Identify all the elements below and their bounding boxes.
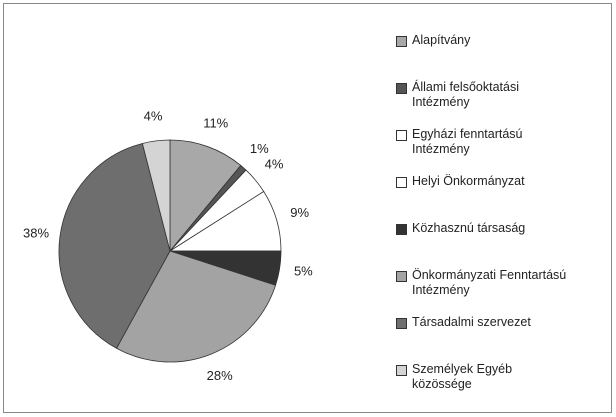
legend-item: Személyek Egyéb közössége — [396, 362, 614, 409]
legend-swatch — [396, 130, 407, 141]
legend-swatch — [396, 224, 407, 235]
legend-item: Önkormányzati Fenntartású Intézmény — [396, 268, 614, 315]
pie-slice — [169, 139, 242, 253]
data-label: 11% — [203, 115, 228, 130]
legend-label: Alapítvány — [412, 33, 471, 47]
data-label: 4% — [144, 109, 163, 124]
legend-swatch — [396, 271, 407, 282]
legend-swatch — [396, 177, 407, 188]
legend-label: Közhasznú társaság — [412, 221, 526, 235]
legend-swatch — [396, 318, 407, 329]
frame — [3, 3, 612, 413]
legend-label: Személyek Egyéb közössége — [412, 362, 513, 391]
legend-label: Helyi Önkormányzat — [412, 174, 525, 188]
legend-label: Egyházi fenntartású Intézmény — [412, 127, 523, 156]
pie-slice — [141, 139, 171, 252]
data-label: 38% — [23, 226, 49, 241]
legend-item: Állami felsőoktatási Intézmény — [396, 80, 614, 127]
legend-swatch — [396, 36, 407, 47]
legend-swatch — [396, 365, 407, 376]
legend-item: Egyházi fenntartású Intézmény — [396, 127, 614, 174]
pie-slice — [58, 142, 171, 349]
legend-item: Társadalmi szervezet — [396, 315, 614, 362]
data-label: 1% — [250, 141, 269, 156]
data-label: 28% — [207, 368, 233, 383]
pie-slice — [115, 250, 277, 363]
legend-item: Helyi Önkormányzat — [396, 174, 614, 221]
data-label: 9% — [290, 205, 309, 220]
data-label: 4% — [265, 156, 284, 171]
legend-item: Közhasznú társaság — [396, 221, 614, 268]
legend-item: Alapítvány — [396, 33, 614, 80]
data-label: 5% — [294, 264, 313, 279]
legend-swatch — [396, 83, 407, 94]
legend-label: Állami felsőoktatási Intézmény — [412, 80, 519, 109]
legend: Alapítvány Állami felsőoktatási Intézmény… — [396, 33, 614, 409]
legend-label: Önkormányzati Fenntartású Intézmény — [412, 268, 567, 297]
legend-label: Társadalmi szervezet — [412, 315, 531, 329]
